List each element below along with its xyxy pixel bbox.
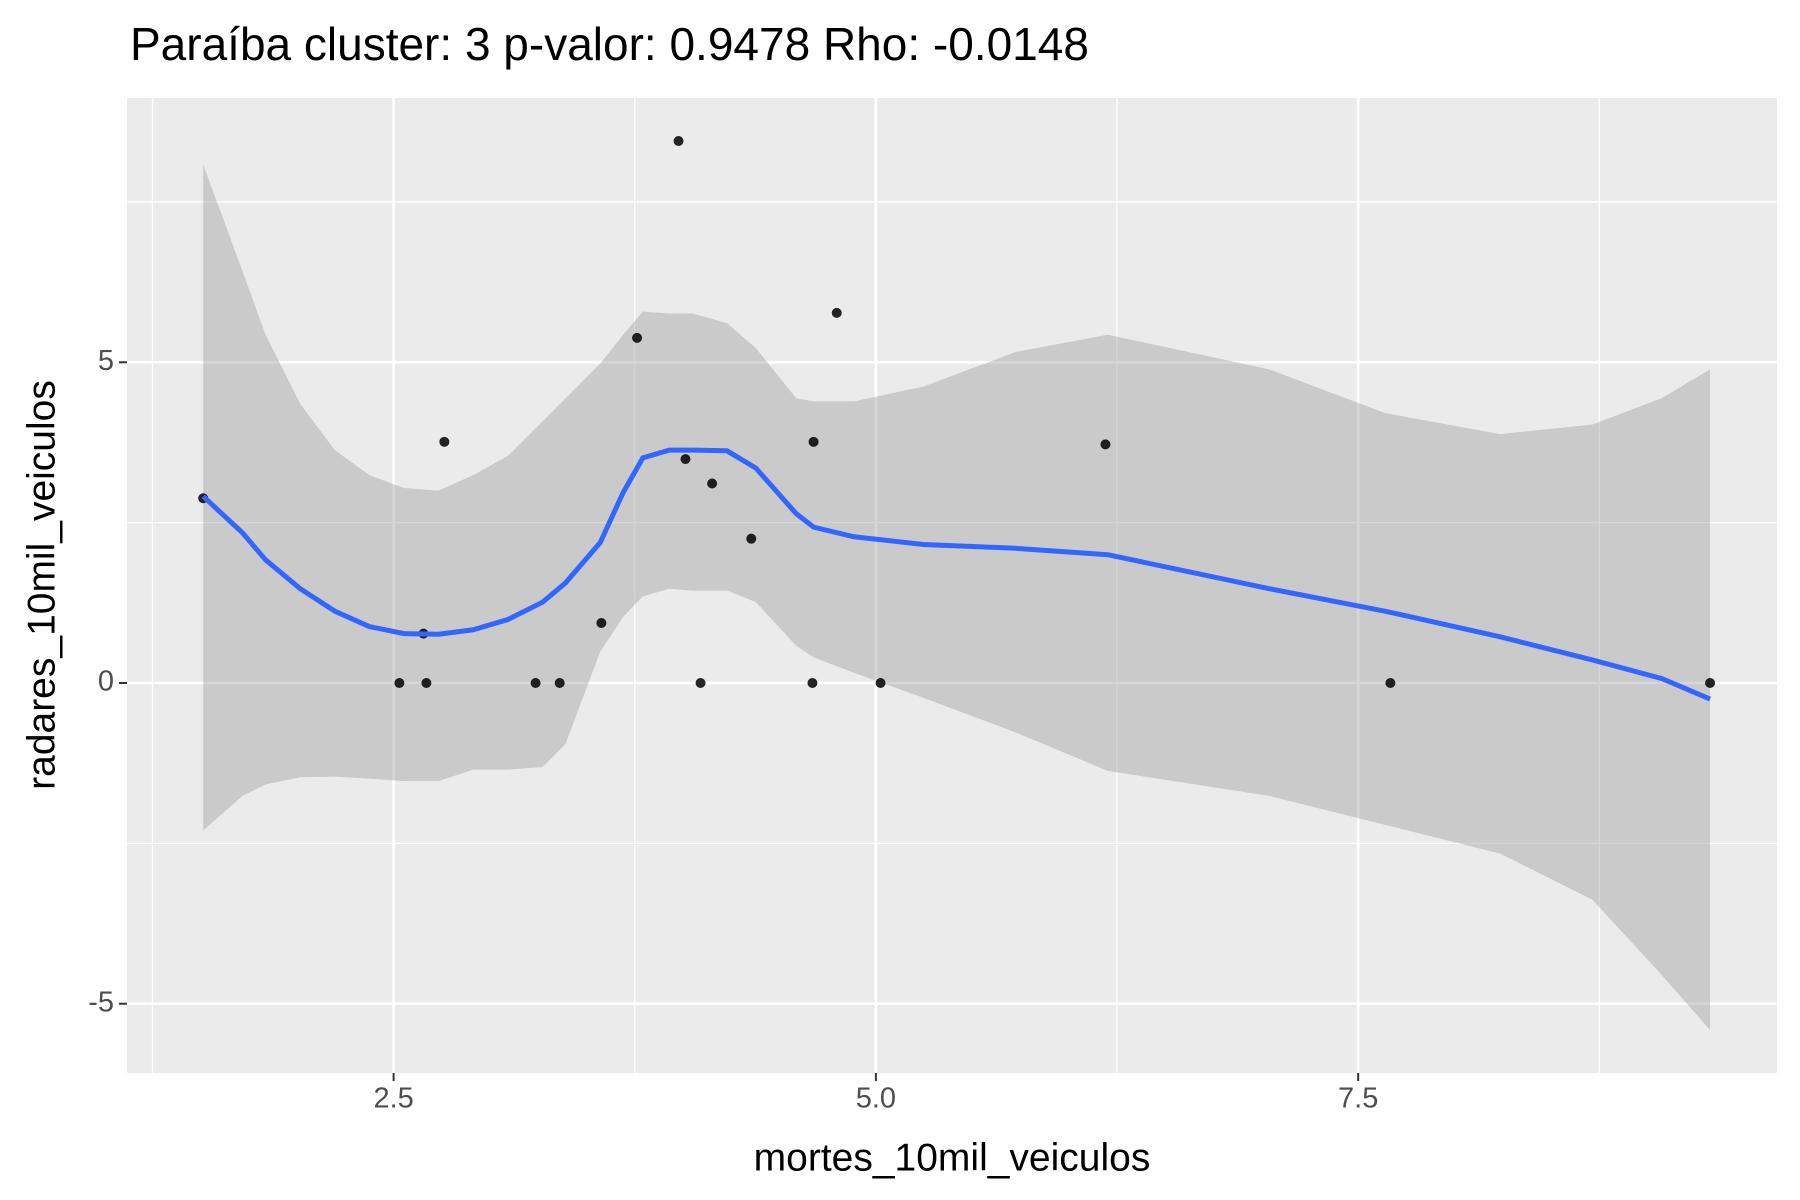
point: [439, 436, 450, 447]
x-axis-label: mortes_10mil_veiculos: [754, 1136, 1151, 1179]
point: [1705, 678, 1716, 688]
point: [707, 478, 718, 489]
point: [1385, 678, 1396, 688]
x-tick-label: 5.0: [856, 1083, 896, 1115]
point: [875, 678, 886, 688]
chart-title: Paraíba cluster: 3 p-valor: 0.9478 Rho: …: [130, 18, 1089, 70]
point: [695, 678, 706, 688]
y-tick-label: 0: [98, 666, 114, 698]
y-tick-label: -5: [88, 986, 114, 1018]
point: [632, 332, 643, 343]
x-tick-label: 2.5: [373, 1083, 413, 1115]
y-tick-label: 5: [98, 345, 114, 377]
point: [831, 307, 842, 318]
point: [680, 454, 691, 465]
point: [746, 533, 757, 544]
point: [596, 618, 607, 629]
confidence-band: [203, 164, 1711, 1031]
point: [673, 135, 684, 146]
panel: [127, 98, 1777, 1073]
point: [530, 678, 541, 688]
point: [1100, 439, 1111, 450]
point: [808, 436, 819, 447]
x-tick-label: 7.5: [1338, 1083, 1378, 1115]
point: [554, 678, 565, 688]
point: [394, 678, 405, 688]
smooth-line: [201, 447, 1712, 702]
y-axis-label: radares_10mil_veiculos: [20, 380, 63, 790]
point: [807, 678, 818, 688]
point: [421, 678, 432, 688]
